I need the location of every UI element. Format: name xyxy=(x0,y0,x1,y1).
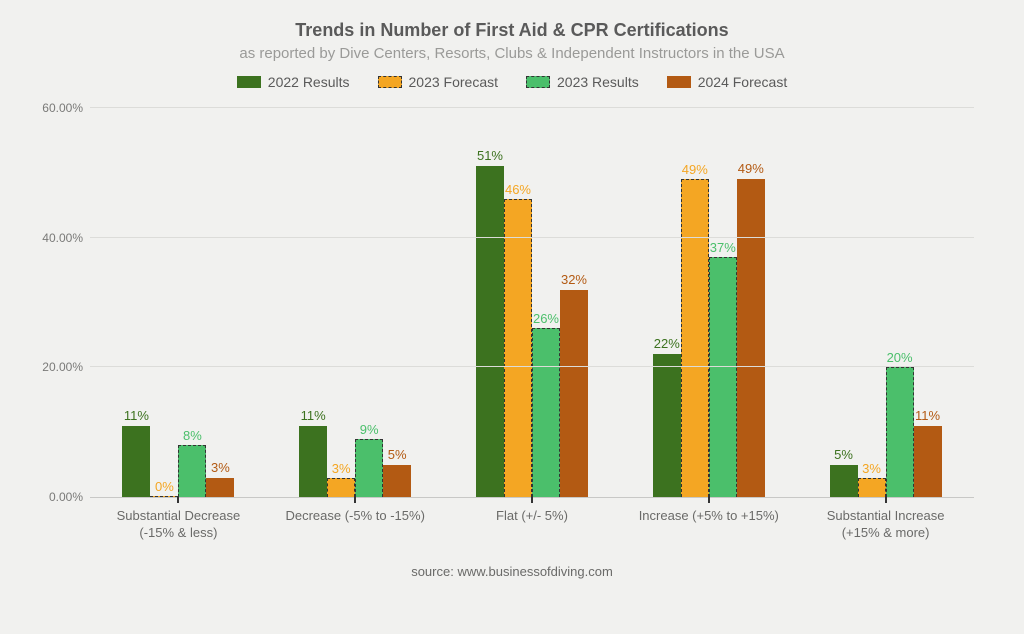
bar: 51% xyxy=(476,166,504,497)
bar-value-label: 51% xyxy=(477,148,503,163)
bar-value-label: 3% xyxy=(332,461,351,476)
bar: 9% xyxy=(355,439,383,497)
x-axis-label: Substantial Increase(+15% & more) xyxy=(797,508,974,542)
bar: 11% xyxy=(122,426,150,497)
bar-group: 22%49%37%49% xyxy=(620,108,797,497)
chart-title: Trends in Number of First Aid & CPR Cert… xyxy=(40,20,984,41)
legend-item: 2022 Results xyxy=(237,74,350,90)
bar-value-label: 9% xyxy=(360,422,379,437)
bar: 37% xyxy=(709,257,737,497)
bar-group: 5%3%20%11% xyxy=(797,108,974,497)
bar-value-label: 49% xyxy=(682,162,708,177)
source-text: source: www.businessofdiving.com xyxy=(40,564,984,579)
bar: 5% xyxy=(383,465,411,497)
x-tick xyxy=(885,497,887,503)
bar-value-label: 26% xyxy=(533,311,559,326)
x-tick xyxy=(354,497,356,503)
bar-value-label: 5% xyxy=(388,447,407,462)
bar-value-label: 49% xyxy=(738,161,764,176)
bar-value-label: 5% xyxy=(834,447,853,462)
bar: 0% xyxy=(150,496,178,497)
title-block: Trends in Number of First Aid & CPR Cert… xyxy=(40,20,984,62)
x-axis-label: Increase (+5% to +15%) xyxy=(620,508,797,542)
bar-groups: 11%0%8%3%11%3%9%5%51%46%26%32%22%49%37%4… xyxy=(90,108,974,497)
bar-value-label: 37% xyxy=(710,240,736,255)
gridline xyxy=(90,237,974,238)
bar-value-label: 11% xyxy=(124,408,149,423)
y-tick-label: 0.00% xyxy=(35,490,83,504)
gridline xyxy=(90,107,974,108)
x-tick xyxy=(708,497,710,503)
plot-area: 11%0%8%3%11%3%9%5%51%46%26%32%22%49%37%4… xyxy=(90,108,974,498)
bar-value-label: 20% xyxy=(887,350,913,365)
bar: 3% xyxy=(858,478,886,497)
bar-group: 11%3%9%5% xyxy=(267,108,444,497)
legend-item: 2024 Forecast xyxy=(667,74,788,90)
y-tick-label: 40.00% xyxy=(35,231,83,245)
bar: 49% xyxy=(681,179,709,497)
bar: 5% xyxy=(830,465,858,497)
bar-value-label: 22% xyxy=(654,336,680,351)
chart-subtitle: as reported by Dive Centers, Resorts, Cl… xyxy=(40,45,984,62)
x-tick xyxy=(177,497,179,503)
y-tick-label: 60.00% xyxy=(35,101,83,115)
x-axis-label: Substantial Decrease(-15% & less) xyxy=(90,508,267,542)
legend-item: 2023 Results xyxy=(526,74,639,90)
legend-label: 2023 Results xyxy=(557,74,639,90)
bar-group: 51%46%26%32% xyxy=(444,108,621,497)
bar-group: 11%0%8%3% xyxy=(90,108,267,497)
bar: 32% xyxy=(560,290,588,497)
legend-label: 2023 Forecast xyxy=(409,74,499,90)
chart-container: Trends in Number of First Aid & CPR Cert… xyxy=(0,0,1024,634)
bar-value-label: 3% xyxy=(862,461,881,476)
y-tick-label: 20.00% xyxy=(35,360,83,374)
bar: 46% xyxy=(504,199,532,497)
bar-value-label: 46% xyxy=(505,182,531,197)
x-axis-label: Flat (+/- 5%) xyxy=(444,508,621,542)
bar: 3% xyxy=(206,478,234,497)
bar: 3% xyxy=(327,478,355,497)
bar: 26% xyxy=(532,328,560,497)
legend-item: 2023 Forecast xyxy=(378,74,499,90)
bar-value-label: 11% xyxy=(915,408,940,423)
bar-value-label: 3% xyxy=(211,460,230,475)
legend-swatch xyxy=(378,76,402,88)
x-tick xyxy=(531,497,533,503)
gridline xyxy=(90,366,974,367)
bar-value-label: 8% xyxy=(183,428,202,443)
bar: 20% xyxy=(886,367,914,497)
legend-label: 2022 Results xyxy=(268,74,350,90)
bar: 11% xyxy=(914,426,942,497)
legend-swatch xyxy=(237,76,261,88)
x-axis-label: Decrease (-5% to -15%) xyxy=(267,508,444,542)
bar-value-label: 32% xyxy=(561,272,587,287)
legend-swatch xyxy=(667,76,691,88)
legend-label: 2024 Forecast xyxy=(698,74,788,90)
bar-value-label: 0% xyxy=(155,479,174,494)
bar-value-label: 11% xyxy=(301,408,326,423)
bar: 49% xyxy=(737,179,765,497)
bar: 11% xyxy=(299,426,327,497)
legend-swatch xyxy=(526,76,550,88)
x-axis-labels: Substantial Decrease(-15% & less)Decreas… xyxy=(90,508,974,542)
bar: 22% xyxy=(653,354,681,497)
bar: 8% xyxy=(178,445,206,497)
legend: 2022 Results 2023 Forecast 2023 Results 202… xyxy=(40,74,984,90)
